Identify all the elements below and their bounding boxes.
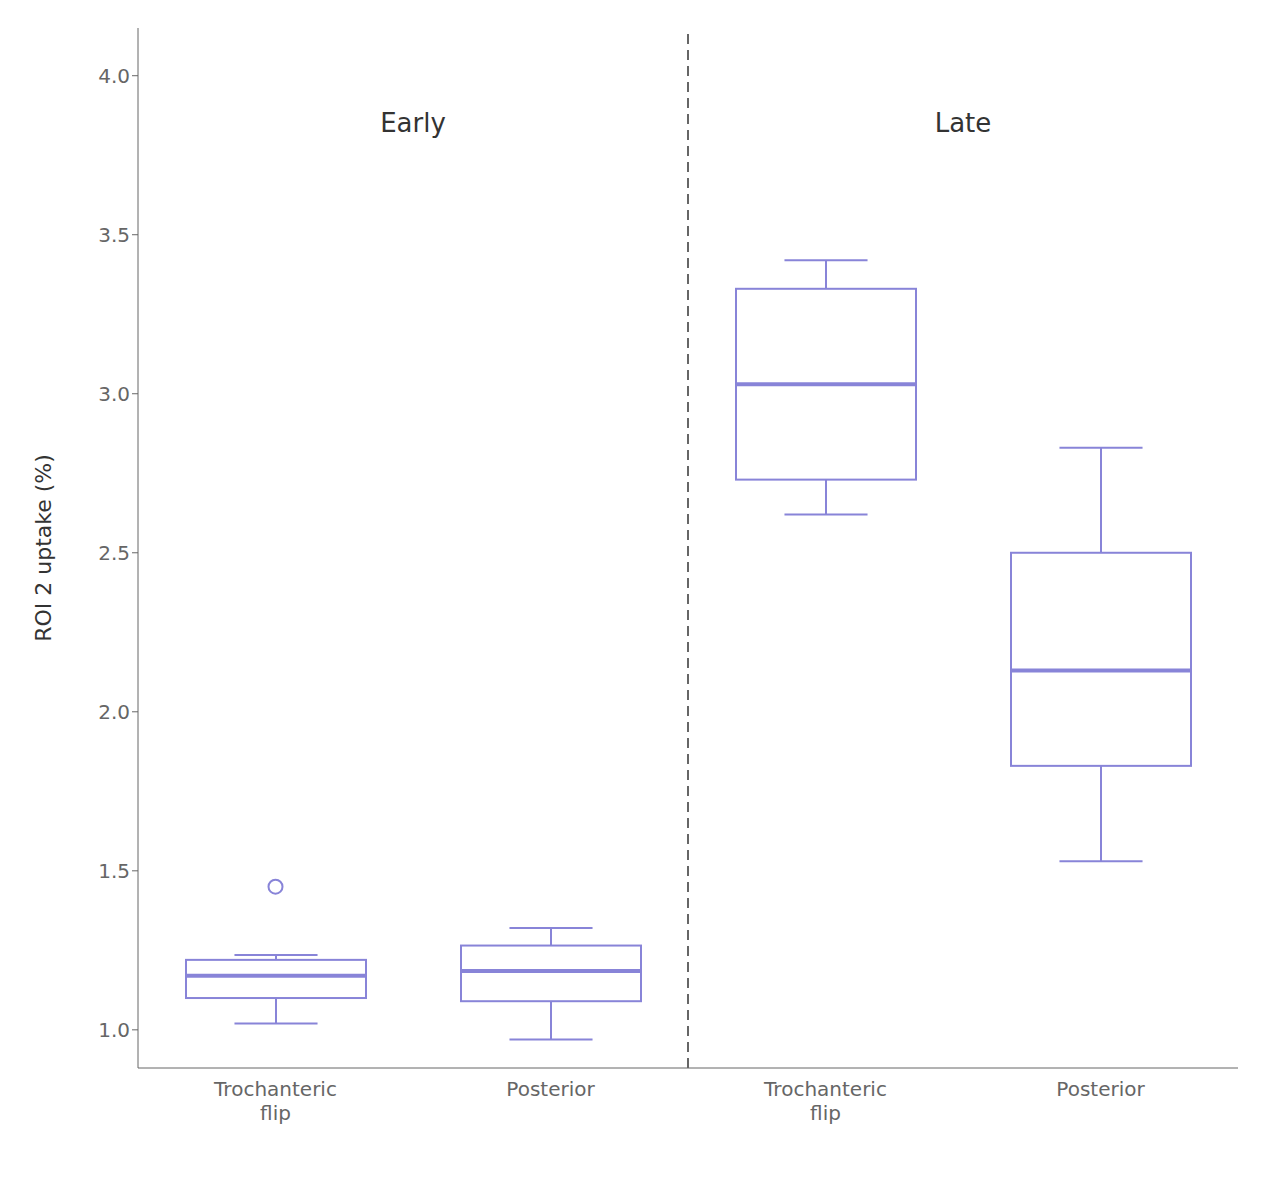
svg-text:Trochantericflip: Trochantericflip xyxy=(213,1077,337,1125)
svg-text:4.0: 4.0 xyxy=(98,64,130,88)
svg-text:ROI 2 uptake (%): ROI 2 uptake (%) xyxy=(31,454,56,642)
svg-text:2.5: 2.5 xyxy=(98,541,130,565)
svg-text:2.0: 2.0 xyxy=(98,700,130,724)
svg-text:Early: Early xyxy=(380,108,446,138)
svg-text:Late: Late xyxy=(935,108,992,138)
svg-text:Trochantericflip: Trochantericflip xyxy=(763,1077,887,1125)
svg-text:3.5: 3.5 xyxy=(98,223,130,247)
svg-text:3.0: 3.0 xyxy=(98,382,130,406)
svg-text:Posterior: Posterior xyxy=(506,1077,595,1101)
svg-text:1.5: 1.5 xyxy=(98,859,130,883)
svg-text:Posterior: Posterior xyxy=(1056,1077,1145,1101)
svg-text:1.0: 1.0 xyxy=(98,1018,130,1042)
